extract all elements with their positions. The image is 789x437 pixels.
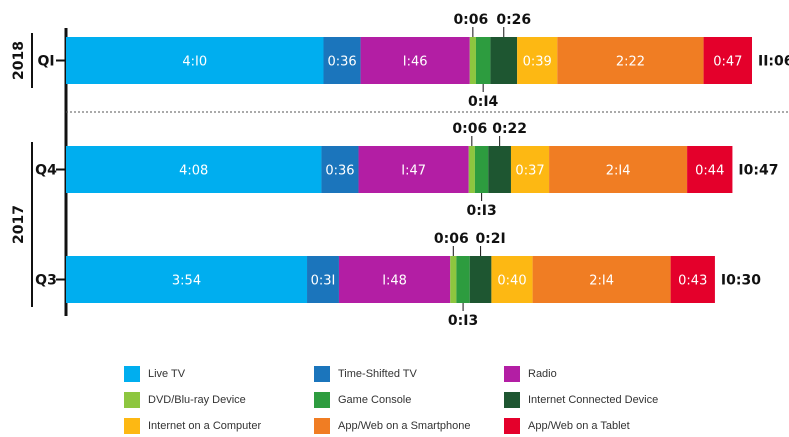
bar-segment <box>469 37 476 84</box>
segment-value-label: 2:22 <box>616 55 645 70</box>
bar-segment <box>360 37 470 84</box>
callout-label: 0:06 <box>452 121 487 137</box>
bar-segment <box>488 146 511 193</box>
callout-label: 0:I4 <box>468 94 499 110</box>
legend-item: App/Web on a Tablet <box>504 418 630 434</box>
bar-segment <box>475 37 491 84</box>
quarter-label: QI <box>37 54 54 70</box>
legend-item: DVD/Blu-ray Device <box>124 392 246 408</box>
callout-label: 0:2I <box>475 231 505 247</box>
segment-value-label: 0:36 <box>325 164 354 179</box>
legend-label: Radio <box>528 368 557 380</box>
bar-segment <box>469 256 492 303</box>
segment-value-label: 0:36 <box>327 55 356 70</box>
legend-item: Live TV <box>124 366 185 382</box>
legend-swatch <box>124 418 140 434</box>
legend-label: Game Console <box>338 394 412 406</box>
segment-value-label: 0:39 <box>523 55 552 70</box>
segment-value-label: I:46 <box>403 55 428 70</box>
segment-value-label: 0:40 <box>497 274 526 289</box>
year-label: 2017 <box>11 205 27 244</box>
total-label: II:06 <box>758 54 789 70</box>
callout-label: 0:I3 <box>448 313 478 329</box>
segment-value-label: 0:47 <box>713 55 742 70</box>
legend-item: Time-Shifted TV <box>314 366 417 382</box>
legend-item: Game Console <box>314 392 411 408</box>
segment-value-label: I:47 <box>401 164 426 179</box>
legend-swatch <box>124 366 140 382</box>
chart-labels: QI Q4 Q3 2018 2017 4:I0 0:36 I:46 0:39 2:22 0:47 0:… <box>11 12 789 329</box>
bar-segment <box>468 146 475 193</box>
legend-swatch <box>504 366 520 382</box>
bar-segment <box>474 146 489 193</box>
quarter-label: Q4 <box>35 163 57 179</box>
segment-value-label: 2:I4 <box>589 274 614 289</box>
year-label: 2018 <box>11 41 27 80</box>
bar-segment <box>532 256 671 303</box>
segment-value-label: 0:44 <box>695 164 724 179</box>
legend-item: Internet on a Computer <box>124 418 261 434</box>
segment-value-label: 4:08 <box>179 164 208 179</box>
bar-segment <box>456 256 470 303</box>
total-label: I0:30 <box>721 273 761 289</box>
bar-segment <box>687 146 733 193</box>
legend-swatch <box>124 392 140 408</box>
legend-label: Live TV <box>148 368 186 380</box>
legend-label: DVD/Blu-ray Device <box>148 394 246 406</box>
bar-segment <box>557 37 704 84</box>
bar-segment <box>66 37 324 84</box>
legend-item: Internet Connected Device <box>504 392 658 408</box>
legend-label: Time-Shifted TV <box>338 368 417 380</box>
bar-segment <box>338 256 451 303</box>
segment-value-label: 3:54 <box>172 274 201 289</box>
stacked-bar-chart: QI Q4 Q3 2018 2017 4:I0 0:36 I:46 0:39 2:22 0:47 0:… <box>11 12 789 329</box>
bar-segment <box>66 256 308 303</box>
legend-item: App/Web on a Smartphone <box>314 418 471 434</box>
bar-segment <box>323 37 361 84</box>
bar-segment <box>321 146 359 193</box>
segment-value-label: I:48 <box>382 274 407 289</box>
bar-segment <box>670 256 715 303</box>
legend-label: Internet Connected Device <box>528 394 659 406</box>
legend-swatch <box>504 392 520 408</box>
segment-value-label: 0:3I <box>311 274 336 289</box>
legend-label: App/Web on a Smartphone <box>338 420 471 432</box>
legend-swatch <box>314 366 330 382</box>
callout-label: 0:I3 <box>466 203 496 219</box>
callout-label: 0:06 <box>434 231 469 247</box>
bar-segment <box>358 146 469 193</box>
bar-segment <box>307 256 339 303</box>
quarter-label: Q3 <box>35 273 57 289</box>
bar-segment <box>517 37 558 84</box>
legend-swatch <box>504 418 520 434</box>
segment-value-label: 0:37 <box>515 164 544 179</box>
segment-value-label: 0:43 <box>678 274 707 289</box>
callout-label: 0:22 <box>492 121 527 137</box>
legend-label: Internet on a Computer <box>148 420 262 432</box>
legend-label: App/Web on a Tablet <box>528 420 630 432</box>
chart-legend: Live TV Time-Shifted TV Radio DVD/Blu-ray D… <box>124 364 744 434</box>
segment-value-label: 4:I0 <box>182 55 207 70</box>
bar-segment <box>491 256 533 303</box>
legend-item: Radio <box>504 366 557 382</box>
legend-swatch <box>314 392 330 408</box>
segment-value-label: 2:I4 <box>606 164 631 179</box>
bar-segment <box>66 146 322 193</box>
legend-swatch <box>314 418 330 434</box>
callout-label: 0:26 <box>496 12 531 28</box>
bar-segment <box>490 37 518 84</box>
bar-segment <box>450 256 457 303</box>
bar-segment <box>510 146 550 193</box>
bar-segment <box>703 37 752 84</box>
bar-segment <box>549 146 688 193</box>
callout-label: 0:06 <box>453 12 488 28</box>
total-label: I0:47 <box>738 163 778 179</box>
chart-bars <box>66 27 752 311</box>
